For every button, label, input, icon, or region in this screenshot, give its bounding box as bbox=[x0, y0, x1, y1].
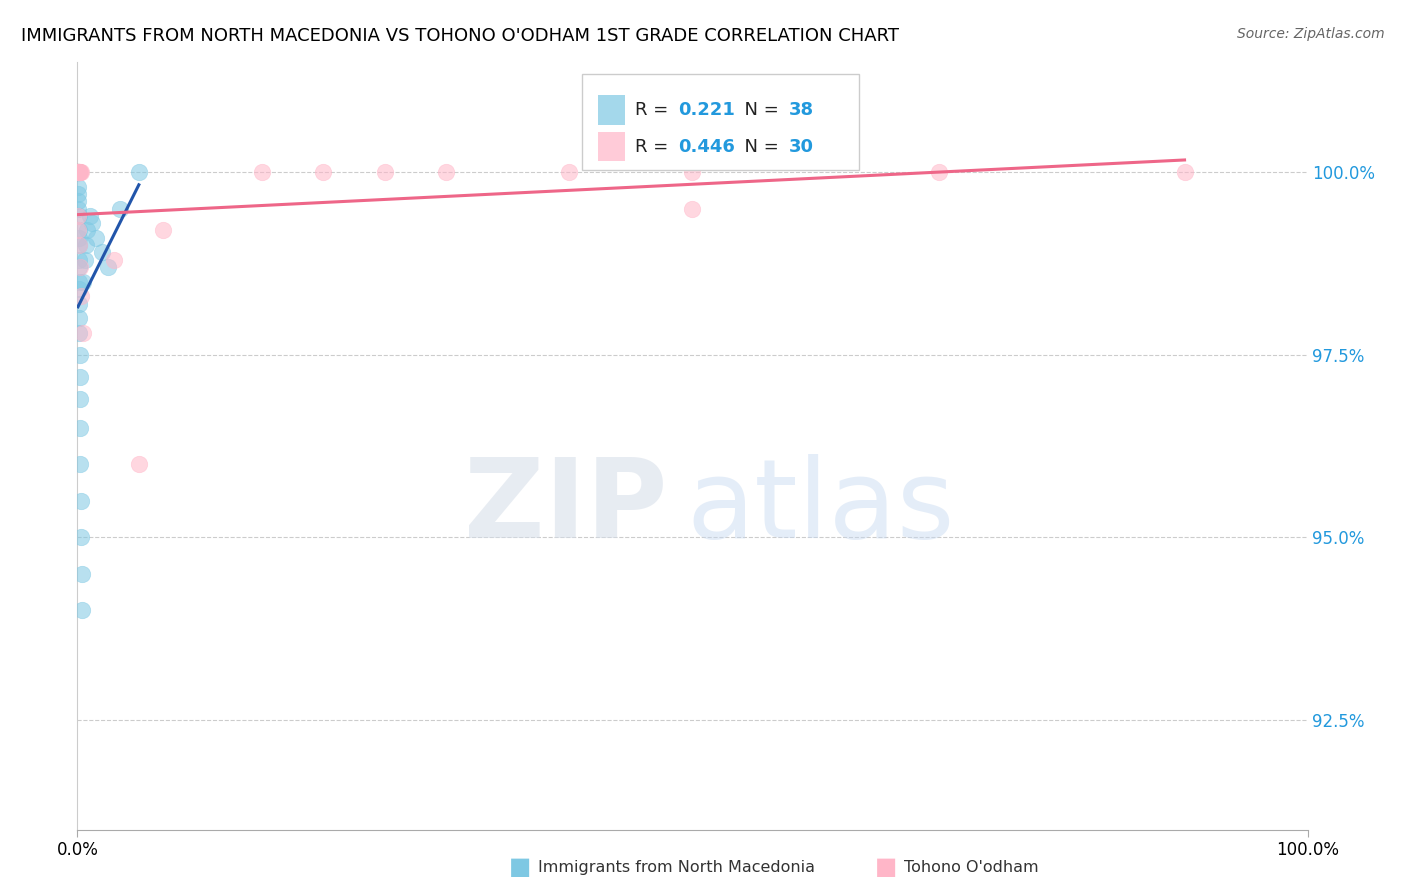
Point bbox=[69, 493, 91, 508]
Point bbox=[67, 165, 90, 179]
Point bbox=[72, 275, 94, 289]
Point bbox=[67, 165, 90, 179]
Text: 0.221: 0.221 bbox=[678, 101, 734, 119]
Point bbox=[67, 275, 90, 289]
Point bbox=[1174, 165, 1197, 179]
Point bbox=[70, 530, 93, 544]
Point bbox=[128, 165, 150, 179]
Point bbox=[69, 348, 91, 362]
Text: R =: R = bbox=[634, 138, 673, 156]
Point bbox=[72, 326, 94, 340]
Point bbox=[67, 165, 90, 179]
Point bbox=[70, 603, 93, 617]
Point bbox=[82, 216, 104, 230]
Point bbox=[103, 252, 125, 267]
Point bbox=[67, 186, 90, 201]
Point bbox=[67, 194, 90, 209]
Point bbox=[67, 260, 90, 274]
Text: 30: 30 bbox=[789, 138, 814, 156]
Text: Tohono O'odham: Tohono O'odham bbox=[904, 860, 1039, 874]
Text: N =: N = bbox=[733, 138, 785, 156]
Point bbox=[67, 165, 90, 179]
FancyBboxPatch shape bbox=[598, 132, 624, 161]
Text: atlas: atlas bbox=[686, 454, 955, 561]
Text: Source: ZipAtlas.com: Source: ZipAtlas.com bbox=[1237, 27, 1385, 41]
Point bbox=[928, 165, 950, 179]
Text: IMMIGRANTS FROM NORTH MACEDONIA VS TOHONO O'ODHAM 1ST GRADE CORRELATION CHART: IMMIGRANTS FROM NORTH MACEDONIA VS TOHON… bbox=[21, 27, 898, 45]
Point bbox=[69, 165, 91, 179]
Point bbox=[79, 209, 101, 223]
Point bbox=[69, 369, 91, 384]
Point bbox=[75, 238, 97, 252]
Point bbox=[67, 223, 90, 237]
Text: ■: ■ bbox=[509, 855, 531, 879]
Point bbox=[67, 165, 90, 179]
Point bbox=[67, 231, 90, 245]
Text: ZIP: ZIP bbox=[464, 454, 668, 561]
Point bbox=[67, 165, 90, 179]
FancyBboxPatch shape bbox=[582, 74, 859, 169]
Text: ■: ■ bbox=[875, 855, 897, 879]
Text: Immigrants from North Macedonia: Immigrants from North Macedonia bbox=[538, 860, 815, 874]
Point bbox=[66, 165, 89, 179]
Point bbox=[67, 296, 90, 310]
Point bbox=[69, 165, 91, 179]
Point bbox=[70, 165, 93, 179]
Point bbox=[70, 566, 93, 581]
Text: 38: 38 bbox=[789, 101, 814, 119]
Point bbox=[76, 223, 98, 237]
Point bbox=[67, 165, 90, 179]
Point bbox=[374, 165, 396, 179]
Text: N =: N = bbox=[733, 101, 785, 119]
Point bbox=[67, 165, 90, 179]
Point bbox=[128, 457, 150, 471]
Point bbox=[436, 165, 458, 179]
Point bbox=[558, 165, 581, 179]
Point bbox=[312, 165, 335, 179]
Point bbox=[69, 457, 91, 471]
Point bbox=[67, 209, 90, 223]
Point bbox=[69, 392, 91, 406]
Point bbox=[67, 165, 90, 179]
Point bbox=[67, 238, 90, 252]
Text: 0.446: 0.446 bbox=[678, 138, 734, 156]
Point bbox=[682, 165, 704, 179]
Point bbox=[250, 165, 273, 179]
Point bbox=[67, 252, 90, 267]
Point bbox=[66, 179, 89, 194]
Point bbox=[67, 282, 90, 296]
Point bbox=[152, 223, 174, 237]
Point bbox=[70, 289, 93, 303]
Point bbox=[69, 421, 91, 435]
Point bbox=[69, 260, 91, 274]
Point bbox=[67, 202, 90, 216]
Point bbox=[97, 260, 120, 274]
Point bbox=[67, 311, 90, 326]
Point bbox=[110, 202, 132, 216]
Point bbox=[66, 165, 89, 179]
Point bbox=[67, 326, 90, 340]
Point bbox=[682, 202, 704, 216]
Point bbox=[67, 238, 90, 252]
Text: R =: R = bbox=[634, 101, 673, 119]
Point bbox=[84, 231, 107, 245]
Point bbox=[67, 209, 90, 223]
FancyBboxPatch shape bbox=[598, 95, 624, 125]
Point bbox=[73, 252, 96, 267]
Point bbox=[67, 223, 90, 237]
Point bbox=[67, 165, 90, 179]
Point bbox=[90, 245, 114, 260]
